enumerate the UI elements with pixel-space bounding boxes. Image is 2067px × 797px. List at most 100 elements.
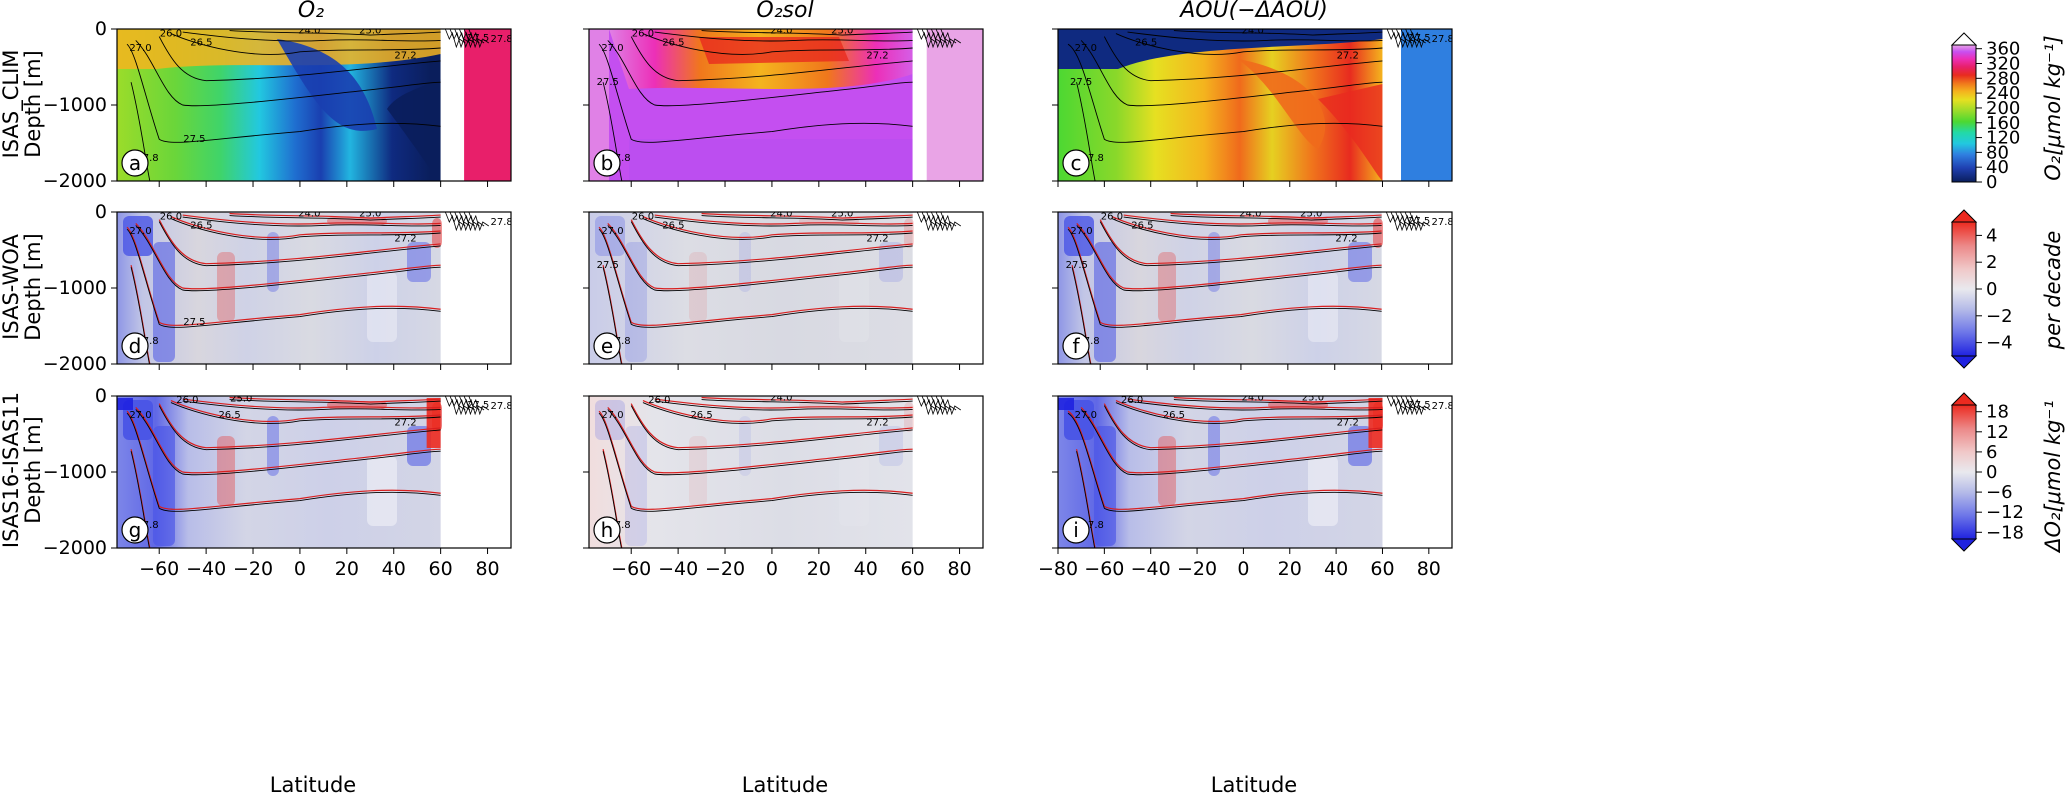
panel-letter-circle-i [1062,516,1090,544]
ytick-label-a-2: −2000 [43,170,107,192]
xlabel-col3: Latitude [1211,773,1297,797]
colorbar-diff-tip-bottom [1950,538,1978,552]
isopycnal-a-3 [170,33,441,55]
arctic-contour-g-4 [463,396,485,416]
contour-label-d-8: 27.8 [490,217,512,228]
isopycnal-c-4 [1127,31,1383,42]
gap-c [1382,29,1402,181]
isopycnal-i-6 [1076,451,1096,548]
panel-i: 24.0 25.026.026.527.027.227.827.5 27.8−80−… [1038,393,1453,580]
ytick-label-d-2: −2000 [43,353,107,375]
deep-b [629,139,913,181]
isopycnal-red-d-4 [182,214,441,225]
arctic-contour-f-5 [1409,212,1431,232]
arctic-contour-g-5 [468,396,490,416]
xtick-label-h-4: 20 [807,558,831,580]
deep-high-c [1318,84,1383,181]
arctic-contour-e-3 [931,212,952,232]
contour-label-f-9: 27.8 [1431,217,1453,228]
isopycnal-d-5 [229,215,441,221]
colorbar-diff-tip-top [1950,392,1978,406]
arctic-contour-a-5 [468,29,490,49]
arctic-contour-d-2 [454,212,475,232]
isopycnal-red-d-1 [135,222,441,290]
isopycnal-a-2 [158,36,441,82]
isopycnal-c-5 [1173,30,1383,36]
contour-label-d-0: 24.0 [298,209,320,220]
arctic-contour-h-2 [926,396,947,416]
arctic-contour-b-3 [931,29,952,49]
arctic-contour-c-5 [1409,29,1431,49]
isopycnal-h-5 [701,399,913,405]
isopycnal-c-6 [1076,82,1096,181]
contour-label-i-0: 24.0 [1242,393,1264,404]
cbar-tick-label-2-6: −18 [1986,522,2024,543]
anomaly-g-6 [407,426,431,466]
cbar-tick-label-2-1: 12 [1986,422,2009,443]
arctic-contour-h-0 [916,396,938,416]
contour-label-b-3: 26.5 [662,38,684,49]
contour-label-h-1: 26.0 [648,395,670,406]
isopycnal-b-5 [701,30,913,36]
xlabel-col1: Latitude [270,773,356,797]
contour-label-e-4: 27.0 [601,226,623,237]
isopycnal-red-f-0 [1067,226,1382,326]
isopycnal-d-0 [126,228,441,328]
colorbar-diff-bar [1951,404,1977,540]
row-label-3: ISAS16-ISAS11 [0,392,23,548]
isopycnal-f-0 [1067,228,1382,328]
cbar-tick-label-2-5: −12 [1986,502,2024,523]
xtick-label-g-6: 60 [429,558,453,580]
cbar-tick-label-1-1: 2 [1986,252,1997,273]
panel-letter-circle-g [121,516,149,544]
isopycnal-i-4 [1127,400,1383,411]
isopycnal-red-i-4 [1127,398,1383,409]
arctic-contour-i-4 [1405,396,1426,416]
ytick-label-g-1: −1000 [43,461,107,483]
isopycnal-h-2 [630,405,913,451]
cbar-tick-label-0-4: 160 [1986,113,2020,134]
arctic-contour-g-3 [459,396,480,416]
isopycnal-red-i-5 [1173,396,1383,403]
contour-label-f-2: 26.0 [1101,212,1123,223]
col-title-o2: O₂ [298,0,324,23]
anomaly-d-0 [123,216,153,256]
row-label-1-unit: Depth [m] [21,50,45,157]
isopycnal-red-f-5 [1170,212,1382,219]
xtick-label-i-7: 60 [1370,558,1394,580]
isopycnal-red-f-1 [1076,222,1382,290]
ytick-label-g-2: −2000 [43,537,107,559]
anomaly-e-6 [879,242,903,282]
isopycnal-e-2 [630,221,913,267]
anomaly-h-0 [595,400,625,440]
row-label-1: ISAS_CLIM [0,50,24,159]
isopycnal-h-1 [607,409,913,476]
isopycnal-h-4 [654,400,913,411]
isopycnal-red-f-2 [1099,219,1382,265]
xtick-label-i-3: −20 [1177,558,1217,580]
isopycnal-d-6 [130,267,150,364]
anomaly-h-1 [625,426,647,546]
isopycnal-e-6 [602,267,622,364]
anomaly-f-0 [1064,216,1094,256]
isopycnal-a-5 [229,30,441,36]
arctic-contour-b-4 [935,29,957,49]
isopycnal-red-h-2 [630,403,913,449]
isopycnal-i-2 [1103,405,1383,451]
colorbar-o2-bar [1951,44,1977,183]
cbar-tick-label-1-4: −4 [1986,333,2013,354]
ytick-label-d-1: −1000 [43,277,107,299]
xtick-label-i-8: 80 [1417,558,1441,580]
panel-letter-h: h [601,518,614,542]
isopycnal-c-0 [1067,43,1383,143]
xtick-label-h-1: −40 [658,558,698,580]
arctic-contour-g-2 [454,396,475,416]
xtick-label-i-5: 20 [1278,558,1302,580]
row-label-2: ISAS-WOA [0,234,23,340]
xtick-label-h-5: 40 [854,558,878,580]
isopycnal-f-2 [1099,221,1382,267]
xtick-label-g-0: −60 [139,558,179,580]
isopycnal-red-d-2 [158,219,441,265]
row-label-3-unit: Depth [m] [21,416,45,523]
isopycnal-h-3 [642,402,913,424]
